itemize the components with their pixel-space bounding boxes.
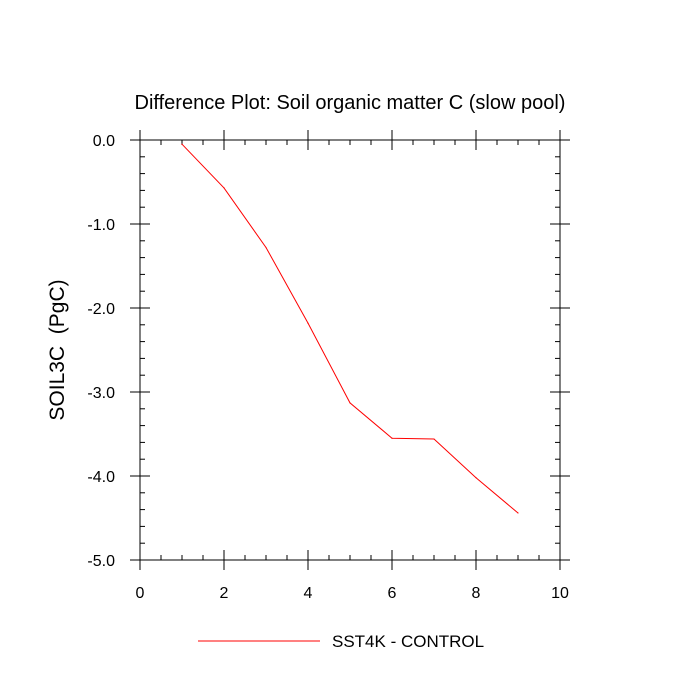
data-point — [433, 438, 435, 440]
data-point — [349, 402, 351, 404]
y-tick-label: -1.0 — [87, 217, 115, 234]
series-line-sst4k-control — [181, 143, 519, 514]
chart-title: Difference Plot: Soil organic matter C (… — [135, 92, 566, 114]
legend-label: SST4K - CONTROL — [332, 632, 484, 651]
data-points — [181, 143, 519, 514]
x-tick-label: 8 — [472, 585, 481, 602]
x-tick-labels: 0 2 4 6 8 10 — [136, 585, 569, 602]
y-tick-label: -4.0 — [87, 469, 115, 486]
data-point — [475, 477, 477, 479]
data-point — [391, 437, 393, 439]
y-tick-labels: 0.0 -1.0 -2.0 -3.0 -4.0 -5.0 — [87, 133, 115, 570]
x-tick-label: 10 — [551, 585, 569, 602]
y-tick-label: -2.0 — [87, 301, 115, 318]
y-tick-label: 0.0 — [93, 133, 115, 150]
data-point — [223, 187, 225, 189]
data-point — [265, 246, 267, 249]
data-point — [517, 512, 519, 514]
y-tick-label: -3.0 — [87, 385, 115, 402]
data-point — [307, 322, 309, 324]
plot-frame — [139, 139, 561, 561]
x-tick-label: 4 — [304, 585, 313, 602]
data-point — [181, 143, 183, 145]
tick-marks — [130, 130, 570, 570]
x-tick-label: 2 — [220, 585, 229, 602]
y-axis-label: SOIL3C (PgC) — [46, 279, 69, 420]
x-tick-label: 0 — [136, 585, 145, 602]
y-tick-label: -5.0 — [87, 553, 115, 570]
x-tick-label: 6 — [388, 585, 397, 602]
